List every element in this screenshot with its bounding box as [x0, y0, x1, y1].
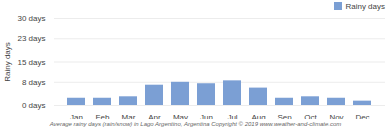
svg-text:8 days: 8 days — [22, 78, 46, 87]
svg-text:Feb: Feb — [96, 113, 110, 119]
svg-text:Sep: Sep — [277, 113, 292, 119]
svg-text:Rainy days: Rainy days — [3, 42, 12, 82]
svg-text:Nov: Nov — [329, 113, 343, 119]
svg-text:15 days: 15 days — [17, 58, 45, 67]
svg-text:0 days: 0 days — [22, 101, 46, 110]
svg-text:30 days: 30 days — [17, 14, 45, 23]
svg-text:Mar: Mar — [122, 113, 136, 119]
svg-text:Jun: Jun — [200, 113, 213, 119]
svg-text:Aug: Aug — [251, 113, 265, 119]
svg-text:Jan: Jan — [70, 113, 83, 119]
svg-text:Apr: Apr — [148, 113, 161, 119]
svg-text:23 days: 23 days — [17, 34, 45, 43]
html-text:Average rainy days (rain/snow): Average rainy days (rain/snow) in Lago A… — [49, 121, 342, 127]
svg-text:Dec: Dec — [355, 113, 369, 119]
html-text:Rainy days: Rainy days — [345, 1, 385, 11]
svg-text:May: May — [173, 113, 188, 119]
svg-text:Jul: Jul — [227, 113, 237, 119]
svg-text:Oct: Oct — [304, 113, 317, 119]
